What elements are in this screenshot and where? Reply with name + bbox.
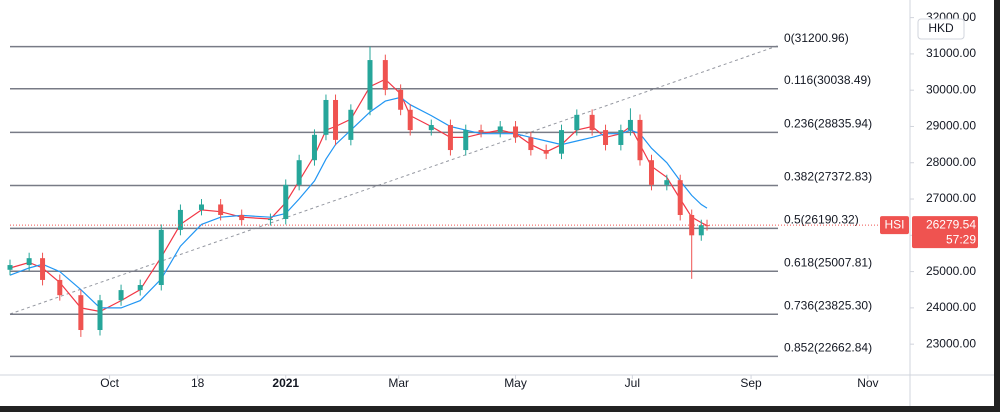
plot: 23000.0024000.0025000.0026000.0027000.00…: [7, 10, 976, 390]
candle-body: [348, 109, 354, 140]
fib-label: 0.5(26190.32): [784, 213, 859, 227]
candle-body: [218, 204, 224, 215]
candle-body: [407, 109, 413, 131]
y-tick-label: 27000.00: [926, 191, 976, 205]
y-tick-label: 30000.00: [926, 82, 976, 96]
candle-body: [513, 126, 519, 138]
fib-label: 0(31200.96): [784, 31, 849, 45]
x-tick-label: Nov: [857, 376, 878, 390]
candle-body: [627, 119, 633, 131]
candle-body: [574, 114, 580, 131]
candle-body: [283, 184, 289, 219]
fib-label: 0.382(27372.83): [784, 170, 872, 184]
candle-body: [40, 258, 46, 280]
candle-body: [198, 204, 204, 210]
y-tick-label: 28000.00: [926, 155, 976, 169]
candle-body: [648, 160, 654, 185]
candle-body: [463, 130, 469, 151]
x-tick-label: 2021: [272, 376, 299, 390]
candle-body: [698, 225, 704, 236]
candle-body: [398, 89, 404, 110]
candle-body: [296, 160, 302, 185]
candle-body: [589, 114, 595, 131]
candle-body: [267, 218, 273, 221]
candle-body: [677, 180, 683, 215]
candle-body: [118, 290, 124, 301]
frame-right: [994, 0, 1000, 412]
x-tick-label: Sep: [740, 376, 762, 390]
candle-body: [323, 99, 329, 135]
y-tick-label: 29000.00: [926, 119, 976, 133]
fib-label: 0.736(23825.30): [784, 298, 872, 312]
x-tick-label: Oct: [100, 376, 119, 390]
candle-body: [478, 130, 484, 132]
candle-body: [57, 279, 63, 296]
candle-body: [558, 130, 564, 154]
candle-body: [382, 60, 388, 90]
candle-body: [618, 130, 624, 145]
symbol-box: [880, 216, 909, 235]
candle-body: [97, 300, 103, 331]
last-price: 26279.54: [926, 217, 976, 231]
candle-body: [637, 119, 643, 161]
currency-box: [917, 18, 965, 40]
candle-body: [311, 134, 317, 161]
fib-label: 0.618(25007.81): [784, 255, 872, 269]
candle-body: [137, 285, 143, 291]
price-box: [912, 216, 978, 249]
y-tick-label: 23000.00: [926, 336, 976, 350]
candle-body: [447, 125, 453, 151]
candle-body: [497, 126, 503, 132]
x-tick-label: May: [504, 376, 527, 390]
candle-body: [704, 225, 710, 227]
candle-body: [239, 214, 245, 221]
candle-body: [78, 295, 84, 331]
y-tick-label: 31000.00: [926, 46, 976, 60]
fib-label: 0.236(28835.94): [784, 117, 872, 131]
x-tick-label: Mar: [388, 376, 409, 390]
y-tick-label: 25000.00: [926, 264, 976, 278]
frame-bottom: [0, 406, 1000, 412]
candle-body: [333, 99, 339, 140]
fib-label: 0.852(22662.84): [784, 341, 872, 355]
candle-body: [543, 150, 549, 154]
trend-line: [9, 44, 781, 315]
fib-label: 0.116(30038.49): [784, 73, 871, 87]
candle-body: [7, 265, 13, 270]
candle-body: [158, 229, 164, 286]
currency: HKD: [928, 21, 954, 35]
candle-body: [367, 60, 373, 110]
x-tick-label: Jul: [625, 376, 640, 390]
symbol: HSI: [884, 217, 904, 231]
candle-body: [428, 125, 434, 131]
candle-body: [528, 137, 534, 151]
countdown: 57:29: [946, 232, 976, 246]
candle-body: [603, 130, 609, 145]
candle-body: [26, 258, 32, 266]
y-tick-label: 24000.00: [926, 300, 976, 314]
x-tick-label: 18: [191, 376, 205, 390]
candle-body: [177, 209, 183, 230]
candle-body: [664, 180, 670, 185]
